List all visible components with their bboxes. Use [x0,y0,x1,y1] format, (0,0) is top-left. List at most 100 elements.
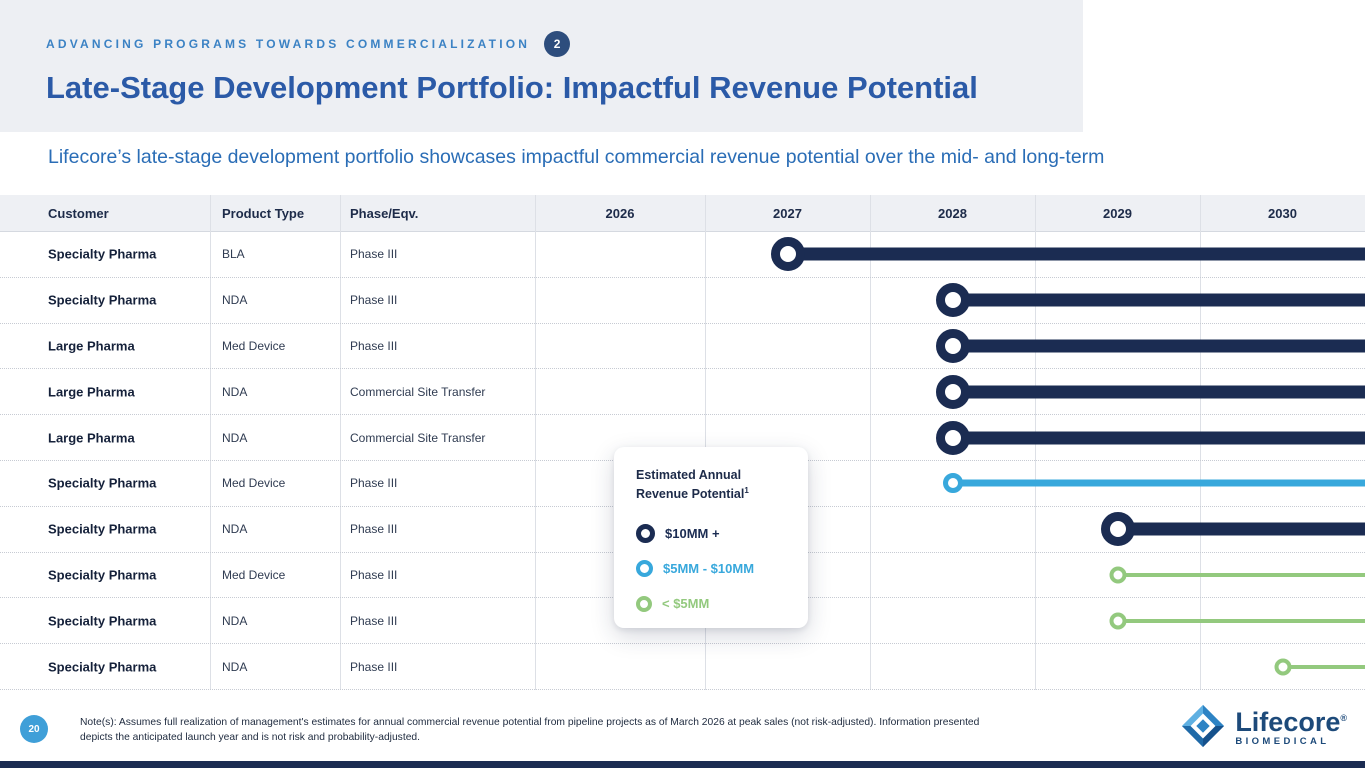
launch-marker-icon [1109,566,1126,584]
legend-marker-icon [636,595,652,612]
table-row: Specialty Pharma NDA Phase III [0,644,1365,690]
footnote-line-1: Note(s): Assumes full realization of man… [80,717,980,728]
page-title: Late-Stage Development Portfolio: Impact… [46,70,978,105]
bottom-accent-bar [0,761,1365,768]
footnote-line-2: depicts the anticipated launch year and … [80,731,421,743]
col-header-year-2026: 2026 [605,206,635,221]
timeline-bar [952,479,1365,487]
phase-cell: Phase III [350,293,398,308]
product-type-cell: NDA [222,430,248,445]
launch-marker-icon [770,237,805,272]
customer-cell: Specialty Pharma [48,292,157,308]
header-background [0,0,1083,132]
product-type-cell: NDA [222,293,248,308]
section-number-badge: 2 [544,31,571,57]
phase-cell: Phase III [350,522,398,537]
product-type-cell: NDA [222,384,248,399]
legend-title: Estimated Annual Revenue Potential1 [636,467,786,502]
phase-cell: Phase III [350,338,398,353]
legend-card: Estimated Annual Revenue Potential1 $10M… [614,447,808,628]
product-type-cell: Med Device [222,338,286,353]
legend-item: < $5MM [636,586,786,621]
product-type-cell: NDA [222,522,248,537]
lifecore-diamond-icon [1182,704,1225,748]
timeline-bar [952,385,1365,399]
page-number-badge: 20 [20,715,48,743]
customer-cell: Large Pharma [48,338,135,354]
launch-marker-icon [942,473,963,494]
logo-subtext: BIOMEDICAL [1235,736,1330,747]
timeline-bar [952,293,1365,307]
gantt-chart: Customer Product Type Phase/Eqv. 2026 20… [0,195,1365,690]
timeline-bar [952,339,1365,353]
legend-items: $10MM + $5MM - $10MM < $5MM [636,516,786,621]
launch-marker-icon [935,328,970,363]
launch-marker-icon [935,420,970,455]
launch-marker-icon [1100,512,1135,547]
legend-label: < $5MM [662,596,710,612]
legend-title-footnote-marker: 1 [744,486,749,495]
phase-cell: Phase III [350,613,398,628]
grid-line [705,195,706,690]
col-header-year-2027: 2027 [773,206,802,221]
legend-label: $5MM - $10MM [663,561,755,577]
legend-title-line1: Estimated Annual [636,468,742,482]
customer-cell: Large Pharma [48,430,135,446]
timeline-bar [1117,572,1365,577]
launch-marker-icon [1109,612,1126,630]
table-row: Large Pharma Med Device Phase III [0,324,1365,370]
timeline-bar [952,431,1365,445]
eyebrow-row: ADVANCING PROGRAMS TOWARDS COMMERCIALIZA… [46,31,571,57]
timeline-bar [1117,618,1365,623]
customer-cell: Specialty Pharma [48,659,157,675]
phase-cell: Phase III [350,476,398,491]
timeline-bar [1282,664,1365,669]
lifecore-logo-text: Lifecore® BIOMEDICAL [1235,705,1347,748]
table-header: Customer Product Type Phase/Eqv. 2026 20… [0,195,1365,232]
product-type-cell: Med Device [222,476,286,491]
customer-cell: Specialty Pharma [48,475,157,491]
table-row: Specialty Pharma NDA Phase III [0,278,1365,324]
table-row: Specialty Pharma BLA Phase III [0,232,1365,278]
grid-line [210,195,211,690]
product-type-cell: Med Device [222,567,286,582]
launch-marker-icon [935,374,970,409]
col-header-year-2028: 2028 [938,206,967,221]
grid-line [340,195,341,690]
gantt-rows: Specialty Pharma BLA Phase III Specialty Ph… [0,232,1365,690]
phase-cell: Phase III [350,659,398,674]
customer-cell: Specialty Pharma [48,246,157,262]
grid-line [535,195,536,690]
col-header-year-2030: 2030 [1268,206,1297,221]
product-type-cell: NDA [222,659,248,674]
page-subtitle: Lifecore’s late-stage development portfo… [48,146,1105,168]
product-type-cell: NDA [222,613,248,628]
timeline-bar [1117,522,1365,536]
customer-cell: Specialty Pharma [48,521,157,537]
footnote: Note(s): Assumes full realization of man… [80,716,1030,745]
col-header-phase: Phase/Eqv. [350,206,419,221]
customer-cell: Large Pharma [48,384,135,400]
eyebrow-text: ADVANCING PROGRAMS TOWARDS COMMERCIALIZA… [46,37,531,51]
col-header-customer: Customer [48,206,109,221]
grid-line [870,195,871,690]
table-row: Specialty Pharma NDA Phase III [0,598,1365,645]
legend-item: $5MM - $10MM [636,551,786,586]
legend-marker-icon [636,524,655,544]
logo-name: Lifecore® [1235,707,1347,737]
col-header-product-type: Product Type [222,206,305,221]
legend-title-line2: Revenue Potential [636,487,745,502]
phase-cell: Commercial Site Transfer [350,384,486,399]
customer-cell: Specialty Pharma [48,613,157,629]
lifecore-logo: Lifecore® BIOMEDICAL [1180,703,1347,749]
product-type-cell: BLA [222,247,245,262]
customer-cell: Specialty Pharma [48,567,157,583]
legend-label: $10MM + [665,526,720,542]
col-header-year-2029: 2029 [1103,206,1132,221]
legend-item: $10MM + [636,516,786,551]
legend-marker-icon [636,560,653,578]
table-row: Large Pharma NDA Commercial Site Transfer [0,369,1365,416]
phase-cell: Phase III [350,247,398,262]
launch-marker-icon [1274,658,1291,676]
